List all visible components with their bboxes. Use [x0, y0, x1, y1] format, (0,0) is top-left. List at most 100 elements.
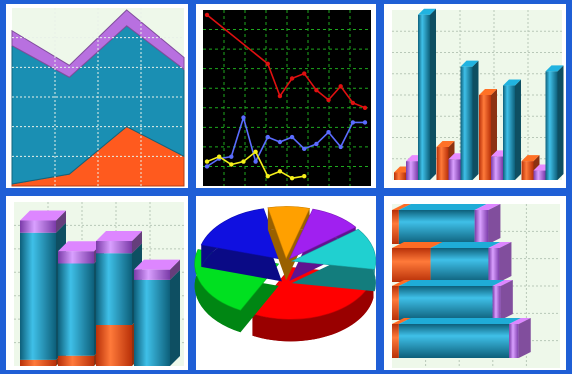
hbar-top: [474, 204, 501, 210]
stack-side: [170, 259, 180, 280]
line-point: [350, 120, 356, 125]
line-series-2: [206, 114, 365, 168]
line-point: [216, 154, 222, 159]
line-series-1: [206, 14, 366, 109]
hbar-top: [392, 280, 411, 286]
stack-segment: [134, 279, 170, 366]
stack-segment: [58, 251, 94, 264]
line-point: [350, 100, 356, 106]
hbar-segment: [430, 248, 489, 282]
hbar-segment: [398, 286, 493, 320]
line-point: [277, 169, 283, 174]
bar: [503, 85, 515, 180]
bar: [460, 66, 473, 180]
hbar-segment: [398, 324, 510, 358]
hbar-end: [499, 242, 512, 282]
hbar-segment: [488, 248, 500, 282]
stack-side: [56, 210, 66, 233]
line-point: [289, 134, 295, 140]
bar: [521, 161, 534, 180]
bar: [545, 71, 558, 180]
bar-side: [557, 65, 564, 180]
bar-top: [460, 60, 479, 67]
hbar-top: [488, 242, 512, 248]
area-chart: [11, 8, 185, 187]
bar-top: [503, 79, 521, 86]
line-point: [204, 164, 210, 169]
line-point: [326, 130, 331, 135]
bar-top: [418, 8, 436, 15]
area-grid: [12, 8, 184, 186]
hbar-segment: [392, 324, 399, 358]
bar: [448, 159, 461, 180]
line-point: [302, 146, 307, 152]
pie-slice: [267, 206, 311, 260]
pie-slice-edge: [252, 275, 374, 342]
line-point: [362, 120, 368, 125]
line-point: [241, 115, 246, 120]
hbar-segment: [509, 324, 519, 358]
hbar-segment: [398, 210, 475, 244]
stack-segment: [58, 263, 94, 356]
line-point: [314, 87, 319, 93]
hbar-segment: [392, 210, 399, 244]
line-point: [204, 12, 210, 18]
bar: [491, 156, 503, 180]
hbar-top: [430, 242, 501, 248]
stack-top: [58, 241, 104, 252]
hbar-segment: [392, 286, 399, 320]
stacked-bar-chart: [14, 202, 184, 366]
pie-slice-edge: [194, 249, 241, 333]
line-point: [338, 144, 343, 150]
bar: [394, 172, 406, 180]
horizontal-bar-chart: [392, 204, 560, 368]
stack-top: [134, 259, 180, 270]
stack-segment: [134, 269, 170, 280]
hbar-end: [488, 204, 501, 244]
stack-segment: [20, 220, 56, 233]
bar: [436, 146, 449, 180]
hbar-top: [392, 242, 443, 248]
pie-slice: [290, 228, 377, 270]
hbar-top: [392, 204, 411, 210]
bar-top: [521, 155, 540, 162]
pie-slice: [200, 208, 283, 260]
line-point: [229, 162, 234, 167]
line-point: [229, 154, 234, 159]
line-point: [289, 175, 295, 181]
stack-segment: [96, 240, 132, 254]
line-point: [289, 76, 295, 81]
line-point: [314, 141, 319, 147]
line-point: [338, 84, 343, 89]
bar-side: [472, 60, 479, 180]
bar: [418, 14, 430, 180]
line-point: [241, 159, 246, 164]
line-point: [362, 105, 368, 110]
line-point: [265, 174, 270, 179]
bar: [479, 95, 491, 180]
hbar-segment: [492, 286, 501, 320]
bar-top: [545, 65, 564, 72]
line-chart: [203, 10, 371, 186]
bar: [533, 170, 546, 180]
stack-top: [96, 230, 142, 241]
line-point: [265, 61, 270, 66]
pie-chart: [194, 206, 377, 342]
stack-segment: [20, 359, 56, 366]
line-point: [265, 134, 270, 140]
stack-segment: [96, 253, 132, 325]
hbar-top: [398, 204, 487, 210]
pie-slice: [288, 208, 357, 260]
line-point: [302, 174, 307, 179]
hbar-top: [398, 318, 522, 324]
line-point: [204, 159, 210, 164]
bar-chart: [392, 8, 564, 180]
bar-top: [436, 140, 455, 147]
stack-segment: [20, 232, 56, 360]
line-point: [277, 93, 283, 99]
hbar-top: [398, 280, 505, 286]
bar: [406, 161, 418, 180]
stack-side: [170, 269, 180, 366]
line-point: [326, 97, 331, 103]
